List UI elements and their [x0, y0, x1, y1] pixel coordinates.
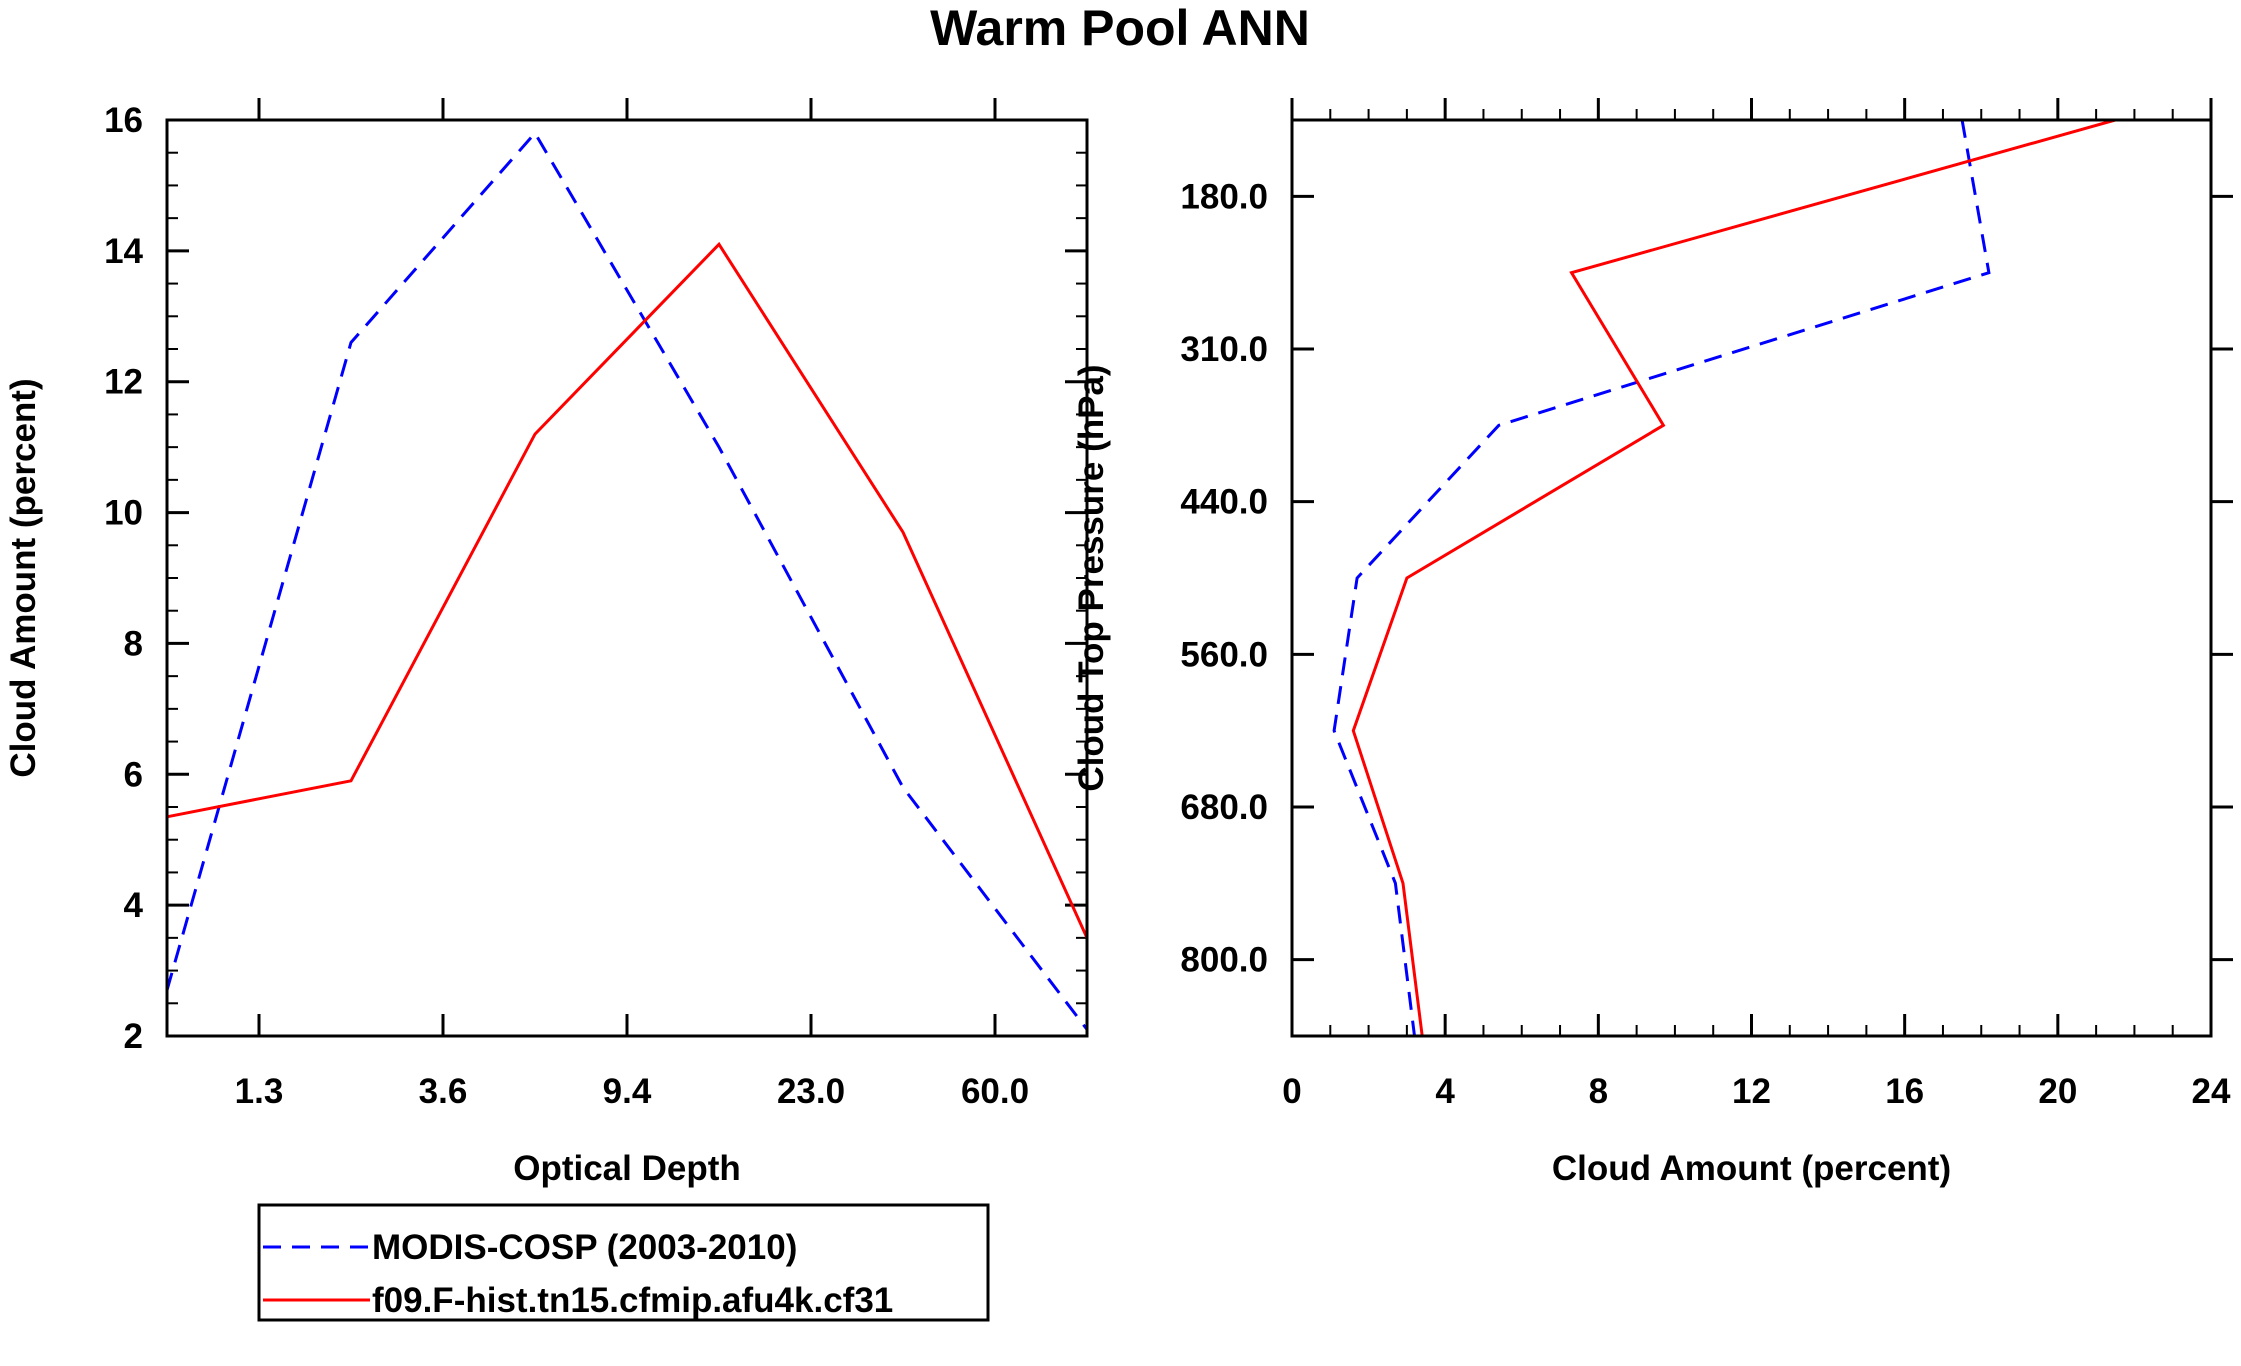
left-panel: 2 4 6 8 10 12 14 16 1.3 3.6 9.4 23.0 60.0 Optical Dep… [4, 98, 1089, 1188]
chart-title: Warm Pool ANN [930, 0, 1310, 56]
left-series-model [166, 241, 1089, 939]
left-xtick-label-0: 1.3 [235, 1072, 284, 1111]
left-ytick-label-2: 6 [124, 755, 143, 794]
left-ytick-label-6: 14 [104, 232, 143, 271]
left-xtick-label-4: 60.0 [961, 1072, 1029, 1111]
right-ytick-label-5: 800.0 [1180, 941, 1268, 980]
left-xtick-label-3: 23.0 [777, 1072, 845, 1111]
right-ytick-label-3: 560.0 [1180, 635, 1268, 674]
left-xaxis-label: Optical Depth [513, 1149, 741, 1188]
left-series-modis [165, 130, 1089, 1031]
left-ytick-label-3: 8 [124, 624, 143, 663]
right-xtick-label-0: 0 [1282, 1072, 1301, 1111]
legend: MODIS-COSP (2003-2010) f09.F-hist.tn15.c… [257, 1203, 990, 1322]
right-series-model [1351, 118, 2116, 1037]
left-ytick-label-7: 16 [104, 101, 143, 140]
legend-box [257, 1203, 990, 1322]
left-ytick-label-0: 2 [124, 1017, 143, 1056]
right-ytick-label-0: 180.0 [1180, 177, 1268, 216]
right-xaxis-label: Cloud Amount (percent) [1552, 1149, 1951, 1188]
legend-label-modis: MODIS-COSP (2003-2010) [372, 1228, 797, 1267]
right-plot-frame [1290, 118, 2213, 1038]
right-series-modis [1332, 119, 1991, 1037]
left-xtick-label-2: 9.4 [603, 1072, 652, 1111]
right-panel: 0 4 8 12 16 20 24 180.0 310.0 440.0 560.0 680.0 800.… [1072, 98, 2233, 1188]
right-ytick-label-2: 440.0 [1180, 483, 1268, 522]
right-xtick-label-4: 16 [1885, 1072, 1924, 1111]
left-plot-frame [165, 118, 1089, 1038]
left-ytick-label-4: 10 [104, 494, 143, 533]
right-xtick-label-6: 24 [2192, 1072, 2231, 1111]
right-xtick-label-3: 12 [1732, 1072, 1771, 1111]
right-xtick-label-5: 20 [2038, 1072, 2077, 1111]
left-ytick-label-5: 12 [104, 363, 143, 402]
left-ytick-label-1: 4 [124, 886, 144, 925]
left-xtick-label-1: 3.6 [419, 1072, 468, 1111]
legend-label-model: f09.F-hist.tn15.cfmip.afu4k.cf31 [372, 1281, 893, 1320]
right-xtick-label-2: 8 [1589, 1072, 1608, 1111]
right-yaxis-label: Cloud Top Pressure (hPa) [1072, 364, 1111, 791]
right-ytick-label-1: 310.0 [1180, 330, 1268, 369]
left-yaxis-label: Cloud Amount (percent) [4, 378, 43, 777]
right-ytick-label-4: 680.0 [1180, 788, 1268, 827]
right-xtick-label-1: 4 [1435, 1072, 1455, 1111]
